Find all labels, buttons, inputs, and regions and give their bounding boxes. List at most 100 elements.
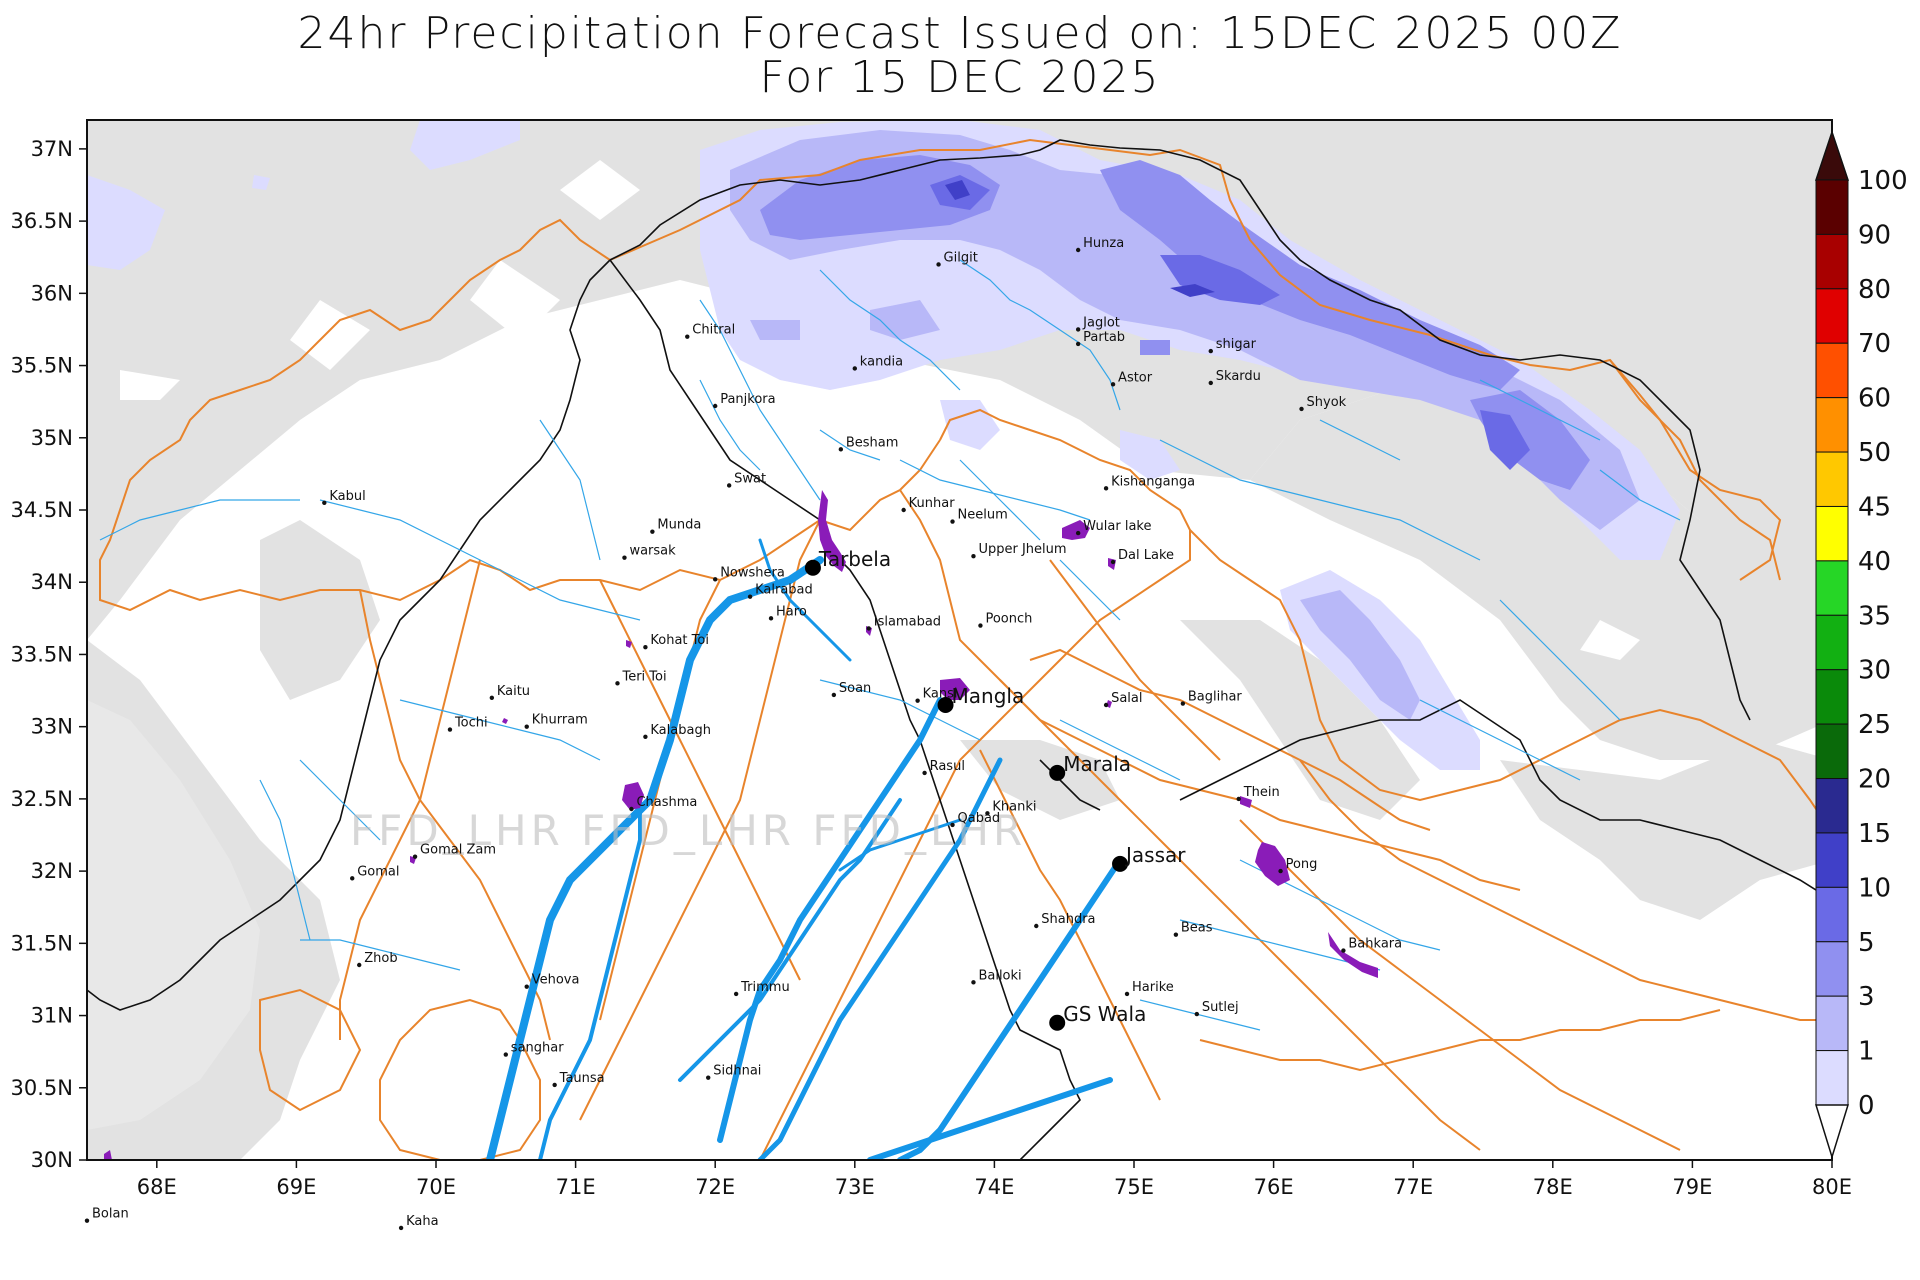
station-marker (643, 645, 648, 650)
station-label: Upper Jhelum (978, 542, 1066, 557)
colorbar-label: 40 (1858, 547, 1891, 577)
station-label: Salal (1111, 691, 1142, 706)
station-marker (615, 681, 620, 686)
station-marker (1236, 796, 1241, 802)
y-tick-label: 31N (31, 1004, 73, 1028)
y-tick-label: 34.5N (11, 498, 73, 522)
headwork-marker (1049, 1014, 1066, 1031)
station-marker (1075, 247, 1081, 253)
station-label: Swat (734, 471, 766, 486)
station-label: Hunza (1083, 236, 1124, 251)
station-marker (866, 626, 871, 631)
colorbar-label: 80 (1858, 275, 1891, 305)
station-label: Wular lake (1083, 519, 1151, 534)
y-axis: 37N 36.5N 36N 35.5N 35N 34.5N 34N 33.5N 33N 32.5N… (11, 137, 87, 1172)
station-marker (950, 519, 955, 524)
station-label: Kabul (329, 489, 365, 504)
station-label: Chitral (692, 323, 735, 338)
station-marker (1103, 486, 1109, 491)
station-label: Neelum (958, 508, 1008, 523)
x-tick-label: 76E (1254, 1175, 1294, 1199)
station-label: Teri Toi (621, 669, 666, 684)
colorbar-label: 45 (1858, 492, 1891, 522)
station-label: Soan (839, 681, 871, 696)
headwork-marker (1112, 855, 1129, 872)
station-label: Taunsa (559, 1071, 605, 1086)
station-label: Poonch (985, 612, 1032, 627)
major-rivers (486, 538, 1123, 1160)
station-marker (726, 483, 732, 488)
x-axis: 68E 69E 70E 71E 72E 73E 74E 75E 76E 77E 78E 79E 80E (137, 1160, 1852, 1199)
station-label: Bahkara (1348, 937, 1402, 952)
colorbar-swatch (1815, 288, 1849, 344)
x-tick-label: 69E (276, 1175, 316, 1199)
watermark-text: FFD_LHR FFD_LHR FFD_LHR (350, 806, 1026, 855)
colorbar-swatch (1815, 1050, 1849, 1106)
station-label: Rasul (930, 759, 965, 774)
station-label: sanghar (511, 1041, 564, 1056)
headwork-marker (804, 559, 821, 576)
y-tick-label: 30.5N (11, 1076, 73, 1100)
station-marker (713, 577, 718, 582)
station-label: warsak (629, 544, 676, 559)
station-label: Vehova (532, 973, 580, 988)
station-marker (838, 447, 844, 452)
station-label: Harike (1132, 980, 1174, 995)
x-tick-label: 71E (556, 1175, 596, 1199)
chart-title-line1: 24hr Precipitation Forecast Issued on: 1… (297, 8, 1623, 59)
colorbar-swatch (1815, 342, 1849, 399)
station-marker (1124, 991, 1130, 997)
station-marker (1173, 932, 1179, 937)
colorbar-bottom-arrow (1814, 1104, 1850, 1160)
headwork-label: Jassar (1124, 843, 1186, 867)
station-marker (733, 991, 739, 997)
station-marker (489, 695, 495, 700)
station-marker (447, 727, 453, 732)
station-label: Tochi (454, 716, 488, 731)
station-marker (650, 529, 655, 534)
station-label: Sutlej (1202, 1000, 1239, 1015)
station-label: Nowshera (720, 565, 785, 580)
y-tick-label: 35N (31, 426, 73, 450)
rain-free-clear-areas (120, 160, 1640, 660)
station-marker (1278, 868, 1283, 874)
colorbar-label: 5 (1858, 928, 1875, 958)
station-marker (350, 876, 355, 881)
station-marker (622, 555, 627, 560)
station-marker (747, 594, 753, 599)
x-tick-label: 79E (1672, 1175, 1712, 1199)
station-marker (768, 616, 774, 621)
station-marker (322, 500, 327, 505)
station-label: Bolan (92, 1207, 129, 1222)
station-label: Dal Lake (1118, 548, 1174, 563)
colorbar-label: 35 (1858, 601, 1891, 631)
station-marker (831, 692, 837, 698)
colorbar-swatch (1815, 723, 1849, 780)
station-marker (1208, 380, 1213, 386)
station-label: Astor (1118, 370, 1153, 385)
precip-band-3-5 (730, 130, 1640, 720)
y-tick-label: 33N (31, 715, 73, 739)
x-tick-label: 68E (137, 1175, 177, 1199)
colorbar-label: 20 (1858, 765, 1891, 795)
station-label: Beas (1181, 921, 1213, 936)
y-tick-label: 32N (31, 859, 73, 883)
station-label: Baglihar (1188, 690, 1243, 705)
station-marker (1180, 701, 1186, 706)
station-marker (713, 403, 718, 409)
station-marker (524, 984, 529, 989)
station-marker (524, 724, 529, 729)
station-label: Kunhar (909, 496, 956, 511)
station-label: Islamabad (874, 614, 941, 629)
station-label: Gomal Zam (420, 843, 496, 858)
station-marker (1034, 923, 1039, 929)
colorbar-label: 60 (1858, 384, 1891, 414)
y-tick-label: 33.5N (11, 642, 73, 666)
y-tick-label: 36N (31, 281, 73, 305)
no-rain-mask (87, 120, 1832, 1160)
station-label: Shyok (1307, 395, 1347, 410)
x-tick-label: 75E (1114, 1175, 1154, 1199)
station-label: Panjkora (720, 392, 775, 407)
x-tick-label: 78E (1533, 1175, 1573, 1199)
